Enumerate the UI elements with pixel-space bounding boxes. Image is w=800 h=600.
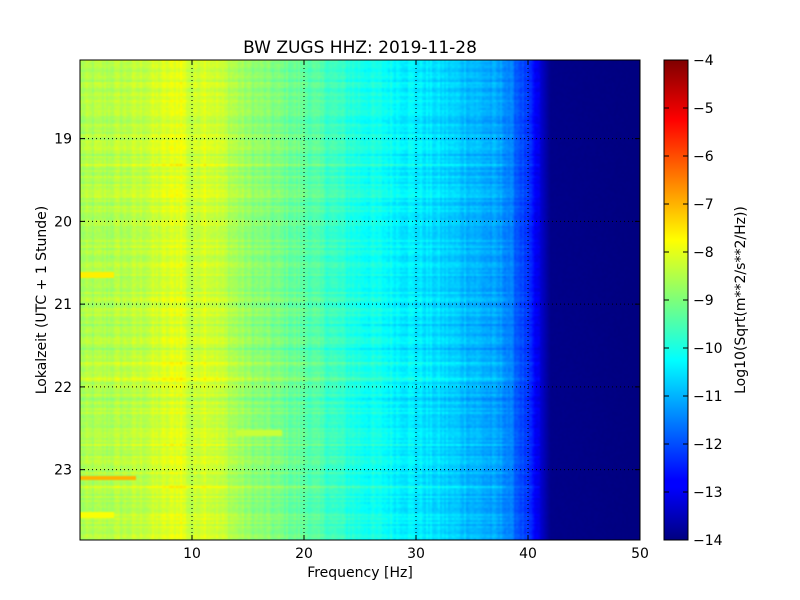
- colorbar-tick-label-3: −7: [693, 197, 714, 213]
- x-tick-label-3: 40: [519, 546, 537, 562]
- x-axis-ticks: 10 20 30 40 50: [183, 60, 649, 562]
- colorbar-tick-label-4: −8: [693, 245, 714, 261]
- colorbar: −4 −5 −6 −7 −8 −9 −10 −11 −12 −13 −14 Log10(Sqrt(m…: [663, 53, 749, 549]
- y-tick-label-0: 19: [54, 132, 72, 148]
- colorbar-tick-label-9: −13: [693, 485, 723, 501]
- colorbar-tick-label-1: −5: [693, 101, 714, 117]
- colorbar-tick-label-7: −11: [693, 389, 723, 405]
- spectrogram-image: [80, 60, 640, 540]
- colorbar-tick-label-6: −10: [693, 341, 723, 357]
- colorbar-tick-label-0: −4: [693, 53, 714, 69]
- y-axis-ticks: 19 20 21 22 23: [54, 132, 640, 479]
- chart-title: BW ZUGS HHZ: 2019-11-28: [243, 38, 477, 58]
- plot-area: 10 20 30 40 50 19 20 21 22 23: [54, 59, 649, 562]
- x-tick-label-0: 10: [183, 546, 201, 562]
- x-axis-label: Frequency [Hz]: [307, 565, 413, 581]
- colorbar-tick-label-8: −12: [693, 437, 723, 453]
- colorbar-tick-label-5: −9: [693, 293, 714, 309]
- y-tick-label-1: 20: [54, 214, 72, 230]
- y-tick-label-3: 22: [54, 380, 72, 396]
- y-axis-label: Lokalzeit (UTC + 1 Stunde): [34, 206, 50, 395]
- colorbar-tick-label-10: −14: [693, 533, 723, 549]
- colorbar-ticks: −4 −5 −6 −7 −8 −9 −10 −11 −12 −13 −14: [664, 53, 723, 549]
- x-tick-label-2: 30: [407, 546, 425, 562]
- y-tick-label-4: 23: [54, 463, 72, 479]
- x-tick-label-1: 20: [295, 546, 313, 562]
- colorbar-label: Log10(Sqrt(m**2/s**2/Hz)): [733, 206, 749, 394]
- grid-lines: [80, 60, 640, 540]
- colorbar-tick-label-2: −6: [693, 149, 714, 165]
- x-tick-label-4: 50: [631, 546, 649, 562]
- y-tick-label-2: 21: [54, 297, 72, 313]
- plot-frame: [79, 59, 641, 541]
